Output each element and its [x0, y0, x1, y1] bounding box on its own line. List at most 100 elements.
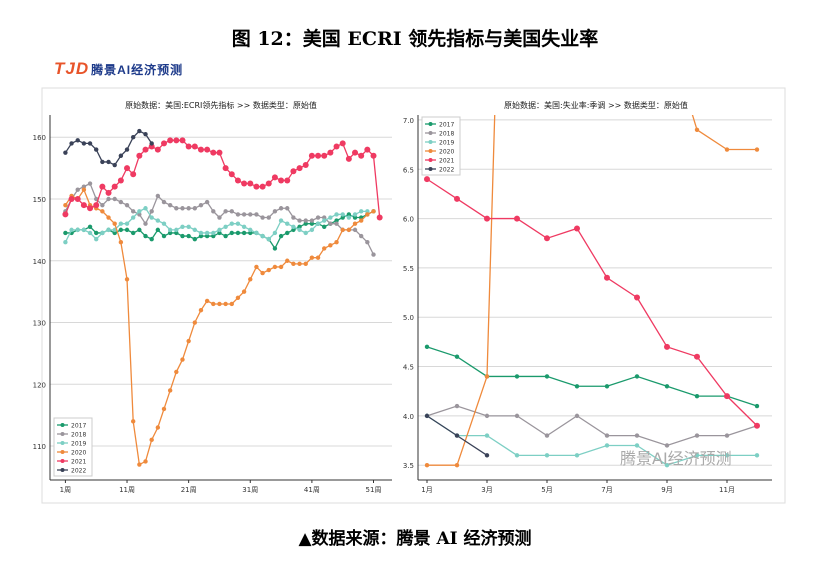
data-point: [100, 202, 105, 208]
y-tick-label: 4.0: [403, 413, 414, 421]
data-point: [574, 225, 580, 232]
data-point: [346, 215, 352, 220]
legend-label: 2020: [439, 149, 454, 156]
source-caption: ▲数据来源：腾景 AI 经济预测: [298, 529, 532, 549]
data-point: [80, 202, 87, 209]
data-point: [155, 218, 161, 223]
data-point: [340, 215, 345, 220]
legend-box: [421, 116, 461, 176]
data-point: [112, 162, 117, 168]
data-point: [167, 227, 173, 233]
data-point: [278, 177, 285, 184]
legend-label: 2018: [439, 131, 454, 138]
data-point: [130, 209, 136, 214]
data-point: [334, 218, 339, 223]
y-tick-label: 140: [33, 258, 46, 266]
data-point: [724, 393, 730, 400]
data-point: [118, 221, 124, 226]
data-point: [174, 230, 179, 236]
legend-label: 2020: [71, 450, 86, 457]
data-point: [424, 344, 430, 350]
data-point: [198, 202, 204, 208]
data-point: [63, 202, 68, 208]
x-tick-label: 11月: [719, 486, 735, 494]
data-point: [370, 152, 377, 159]
data-point: [167, 137, 174, 144]
data-point: [297, 227, 302, 233]
data-point: [87, 224, 93, 229]
data-point: [322, 224, 327, 229]
data-point: [241, 230, 247, 236]
data-point: [454, 433, 460, 438]
data-point: [197, 146, 204, 153]
data-point: [371, 209, 376, 214]
data-point: [724, 433, 730, 438]
y-tick-label: 110: [33, 443, 46, 451]
series-2021: [424, 176, 760, 429]
data-point: [634, 374, 640, 379]
legend-marker: [428, 167, 433, 171]
data-point: [211, 233, 216, 239]
y-tick-label: 120: [33, 381, 46, 389]
chart-1: 原始数据：美国:ECRI领先指标 >> 数据类型：原始值 110 120 130 140…: [33, 100, 392, 494]
legend: 2017 2018 2019 2020 2021 2022: [53, 417, 93, 477]
data-point: [424, 463, 430, 468]
data-point: [136, 152, 143, 159]
data-point: [81, 141, 87, 146]
data-point: [514, 453, 520, 458]
data-point: [204, 199, 210, 205]
data-point: [241, 212, 247, 217]
data-point: [235, 295, 241, 301]
data-point: [191, 143, 198, 150]
data-point: [69, 141, 74, 146]
data-point: [322, 215, 327, 220]
data-point: [247, 180, 254, 187]
data-point: [297, 218, 302, 223]
data-point: [204, 298, 210, 304]
x-tick-label: 21周: [181, 486, 197, 494]
legend-label: 2017: [71, 423, 86, 430]
data-point: [217, 227, 222, 233]
data-point: [124, 227, 130, 233]
data-point: [340, 227, 345, 233]
data-point: [544, 374, 550, 379]
data-point: [81, 227, 87, 233]
data-point: [315, 152, 322, 159]
legend-label: 2018: [71, 432, 86, 439]
data-point: [62, 211, 69, 218]
data-point: [544, 453, 550, 458]
data-point: [204, 233, 210, 239]
x-tick-label: 9月: [661, 486, 672, 494]
data-point: [94, 236, 99, 242]
data-point: [186, 338, 191, 344]
data-point: [484, 433, 490, 438]
data-point: [604, 384, 610, 389]
data-point: [124, 277, 130, 282]
data-point: [254, 212, 259, 217]
legend-box: [53, 417, 93, 477]
data-point: [223, 301, 228, 307]
data-point: [106, 159, 111, 165]
data-point: [106, 196, 111, 202]
y-tick-label: 6.5: [403, 166, 414, 174]
x-tick-label: 51周: [366, 486, 382, 494]
data-point: [100, 230, 105, 236]
watermark: 腾景AI经济预测: [620, 449, 732, 468]
data-point: [309, 221, 315, 226]
data-point: [143, 221, 148, 226]
data-point: [315, 221, 321, 226]
data-point: [185, 143, 192, 150]
data-point: [229, 301, 234, 307]
legend-marker: [428, 122, 433, 126]
data-point: [694, 433, 700, 438]
data-point: [100, 209, 105, 214]
data-point: [278, 218, 284, 223]
data-point: [75, 227, 80, 233]
data-point: [278, 233, 284, 239]
data-point: [229, 209, 234, 214]
data-point: [248, 212, 253, 217]
data-point: [118, 199, 124, 205]
data-point: [574, 413, 580, 419]
data-point: [167, 230, 173, 236]
data-point: [284, 177, 291, 184]
